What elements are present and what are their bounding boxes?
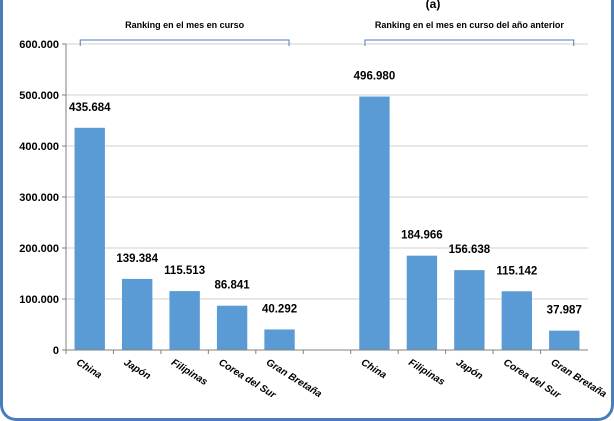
data-label: 435.684 [69, 102, 111, 114]
data-label: 115.513 [164, 265, 205, 277]
bar [121, 278, 153, 350]
x-tick-label: China [74, 357, 104, 381]
bar [359, 96, 390, 351]
y-tick-label: 500.000 [19, 90, 59, 102]
x-tick-label: China [359, 357, 389, 381]
group-label: Ranking en el mes en curso [125, 20, 245, 30]
y-tick-label: 600.000 [19, 39, 59, 51]
group-bracket [79, 39, 290, 46]
x-tick-label: Filipinas [406, 357, 447, 388]
bar-chart: (a) 0 100.000 200.000 300.000 400.000 500.000… [19, 0, 608, 402]
bar [169, 291, 200, 350]
bar [549, 330, 580, 350]
axes [62, 43, 588, 354]
y-tick-label: 300.000 [19, 192, 59, 204]
data-label: 184.966 [401, 230, 443, 242]
bars [74, 96, 580, 351]
data-label: 496.980 [354, 71, 396, 83]
y-tick-label: 0 [53, 345, 59, 357]
x-tick-label: Japón [454, 357, 485, 382]
y-tick-label: 100.000 [19, 294, 59, 306]
gridlines [66, 43, 588, 300]
data-label: 139.384 [116, 253, 158, 265]
bar [264, 329, 295, 350]
group-labels: Ranking en el mes en curso Ranking en el … [79, 20, 575, 46]
bar [454, 270, 485, 350]
x-tick-label: Filipinas [169, 357, 210, 388]
bar [406, 255, 438, 350]
x-tick-label: Japón [122, 357, 153, 382]
data-label: 37.987 [547, 305, 582, 317]
data-label: 156.638 [449, 244, 491, 256]
data-label: 115.142 [496, 265, 537, 277]
group-bracket [364, 39, 575, 46]
data-label: 86.841 [214, 280, 250, 292]
data-label: 40.292 [262, 303, 297, 315]
bar [216, 305, 248, 350]
data-labels: 435.684 139.384 115.513 86.841 40.292 496.980… [69, 71, 582, 317]
bar [74, 127, 105, 350]
bar [501, 291, 533, 350]
y-tick-label: 400.000 [19, 141, 59, 153]
group-label: Ranking en el mes en curso del año anter… [375, 20, 565, 30]
y-axis-ticks: 0 100.000 200.000 300.000 400.000 500.000 600.… [19, 39, 59, 357]
y-tick-label: 200.000 [19, 243, 59, 255]
chart-title: (a) [426, 0, 441, 11]
